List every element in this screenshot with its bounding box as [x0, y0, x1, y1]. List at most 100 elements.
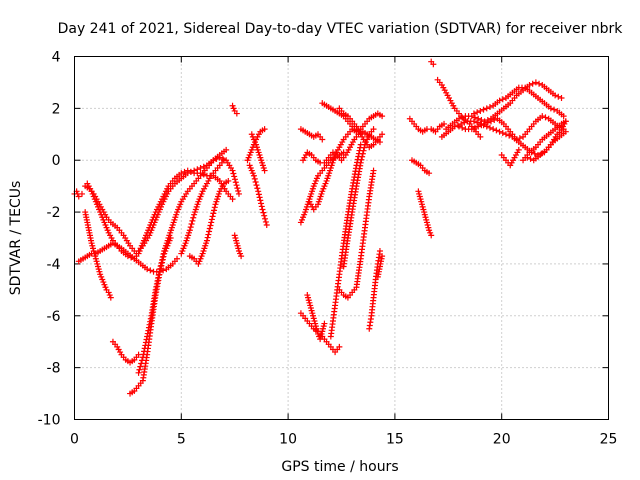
data-point [184, 167, 191, 174]
data-point [321, 320, 328, 327]
data-point [210, 210, 217, 217]
data-point [257, 197, 264, 204]
axis-ticks: 0 5 10 15 20 25 -10 -8 -6 -4 -2 0 2 4 [38, 50, 618, 448]
data-point [135, 369, 142, 376]
data-point [213, 155, 220, 162]
data-point [187, 224, 194, 231]
data-point [486, 104, 493, 111]
data-point [75, 193, 82, 200]
data-point [558, 94, 565, 101]
data-point [208, 216, 215, 223]
data-point [160, 250, 167, 257]
data-point [211, 207, 218, 214]
grid [74, 56, 609, 420]
data-point [531, 150, 538, 157]
data-point [336, 343, 343, 350]
data-point [197, 164, 204, 171]
data-point [370, 167, 377, 174]
y-tick-label: 0 [52, 153, 61, 169]
data-point [231, 176, 238, 183]
data-point [208, 219, 215, 226]
data-point [484, 119, 491, 126]
data-point [141, 345, 148, 352]
data-point [547, 105, 554, 112]
data-points [71, 58, 569, 397]
data-point [181, 168, 188, 175]
data-point [526, 82, 533, 89]
data-point [158, 260, 165, 267]
data-point [470, 118, 477, 125]
y-axis-label: SDTVAR / TECUs [8, 181, 24, 296]
data-point [516, 135, 523, 142]
plot-frame [74, 56, 609, 420]
data-point [144, 333, 151, 340]
data-point [360, 147, 367, 154]
data-point [211, 204, 218, 211]
data-point [255, 188, 262, 195]
x-axis-label: GPS time / hours [281, 459, 398, 475]
data-point [263, 222, 270, 229]
data-point [475, 115, 482, 122]
data-point [159, 257, 166, 264]
data-point [261, 212, 268, 219]
data-point [486, 124, 493, 131]
data-point [147, 267, 154, 274]
data-point [474, 119, 481, 126]
x-tick-label: 10 [279, 432, 297, 448]
data-point [203, 237, 210, 244]
data-point [428, 232, 435, 239]
data-point [490, 126, 497, 133]
y-tick-label: -2 [47, 205, 61, 221]
data-point [513, 136, 520, 143]
data-point [441, 120, 448, 127]
data-point [474, 109, 481, 116]
data-point [359, 153, 366, 160]
data-point [223, 146, 230, 153]
data-point [251, 175, 258, 182]
data-point [124, 253, 131, 260]
data-point [232, 179, 239, 186]
data-point [206, 228, 213, 235]
data-point [496, 97, 503, 104]
data-point [426, 170, 433, 177]
data-point [551, 106, 558, 113]
data-point [159, 254, 166, 261]
data-point [562, 128, 569, 135]
data-point [455, 123, 462, 130]
y-tick-label: -10 [38, 413, 61, 429]
x-tick-label: 20 [493, 432, 511, 448]
data-point [225, 177, 232, 184]
data-point [253, 182, 260, 189]
y-tick-label: 4 [52, 50, 61, 66]
data-point [78, 190, 85, 197]
data-point [562, 118, 569, 125]
data-point [259, 206, 266, 213]
data-point [499, 96, 506, 103]
data-point [468, 126, 475, 133]
data-point [524, 154, 531, 161]
x-tick-label: 5 [177, 432, 186, 448]
data-point [560, 113, 567, 120]
data-point [128, 254, 135, 261]
data-point [200, 171, 207, 178]
data-point [260, 209, 267, 216]
data-point [144, 330, 151, 337]
data-point [258, 200, 265, 207]
x-tick-label: 0 [70, 432, 79, 448]
data-point [477, 107, 484, 114]
data-point [235, 188, 242, 195]
x-tick-label: 15 [386, 432, 404, 448]
data-point [238, 253, 245, 260]
data-point [216, 154, 223, 161]
data-point [370, 126, 377, 133]
data-point [480, 106, 487, 113]
data-point [146, 321, 153, 328]
data-point [542, 114, 549, 121]
y-tick-label: 2 [52, 101, 61, 117]
data-point [153, 283, 160, 290]
x-tick-label: 25 [600, 432, 618, 448]
data-point [210, 157, 217, 164]
data-point [145, 324, 152, 331]
data-point [361, 144, 368, 151]
